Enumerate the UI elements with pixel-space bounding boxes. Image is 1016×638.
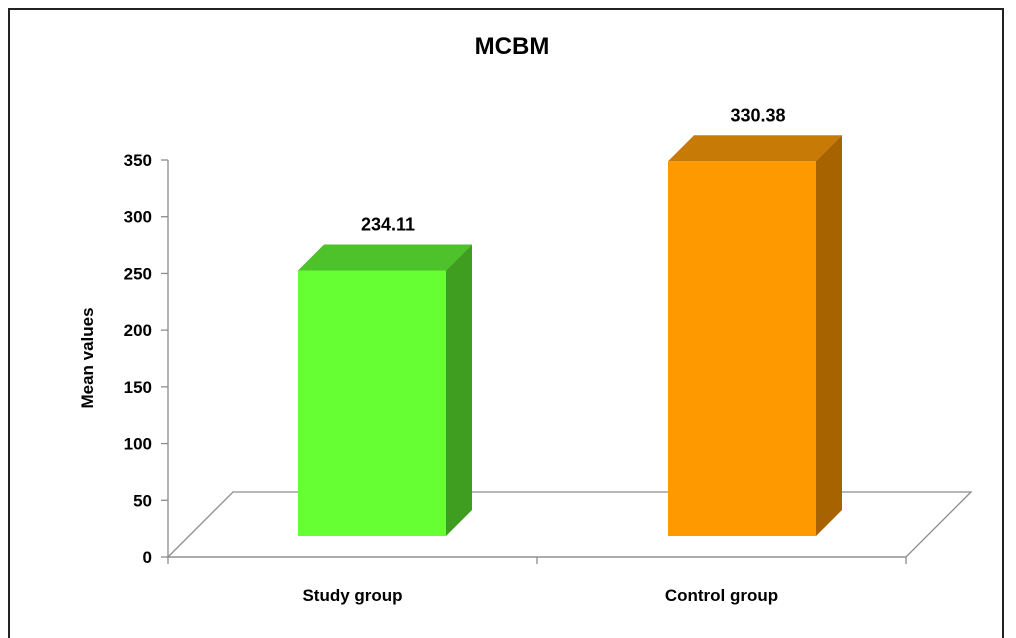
bar (668, 135, 842, 536)
data-labels: 234.11 330.38 (361, 105, 786, 234)
y-tick-label: 200 (124, 321, 152, 340)
bar-front (668, 161, 816, 536)
y-tick-label: 250 (124, 264, 152, 283)
y-tick-label: 150 (124, 378, 152, 397)
bar (298, 244, 472, 536)
data-label: 234.11 (361, 214, 415, 234)
y-tick-label: 350 (124, 151, 152, 170)
y-ticks: 0 50 100 150 200 250 300 350 (124, 151, 168, 567)
bars (298, 135, 842, 536)
chart-floor (166, 491, 973, 558)
y-tick-label: 100 (124, 435, 152, 454)
bar-top (668, 135, 842, 162)
x-ticks (167, 557, 907, 564)
x-category-label: Control group (665, 586, 778, 605)
bar-side (446, 244, 472, 536)
bar-side (816, 135, 842, 536)
chart-floor-plane (166, 491, 973, 558)
x-category-label: Study group (302, 586, 402, 605)
y-axis-title: Mean values (78, 307, 97, 408)
y-tick-label: 0 (143, 548, 152, 567)
bar-top (298, 244, 472, 271)
y-tick-label: 300 (124, 208, 152, 227)
data-label: 330.38 (730, 105, 785, 125)
chart-title: MCBM (475, 33, 550, 60)
bar-front (298, 270, 446, 536)
category-labels: Study group Control group (302, 586, 778, 605)
y-tick-label: 50 (133, 491, 152, 510)
